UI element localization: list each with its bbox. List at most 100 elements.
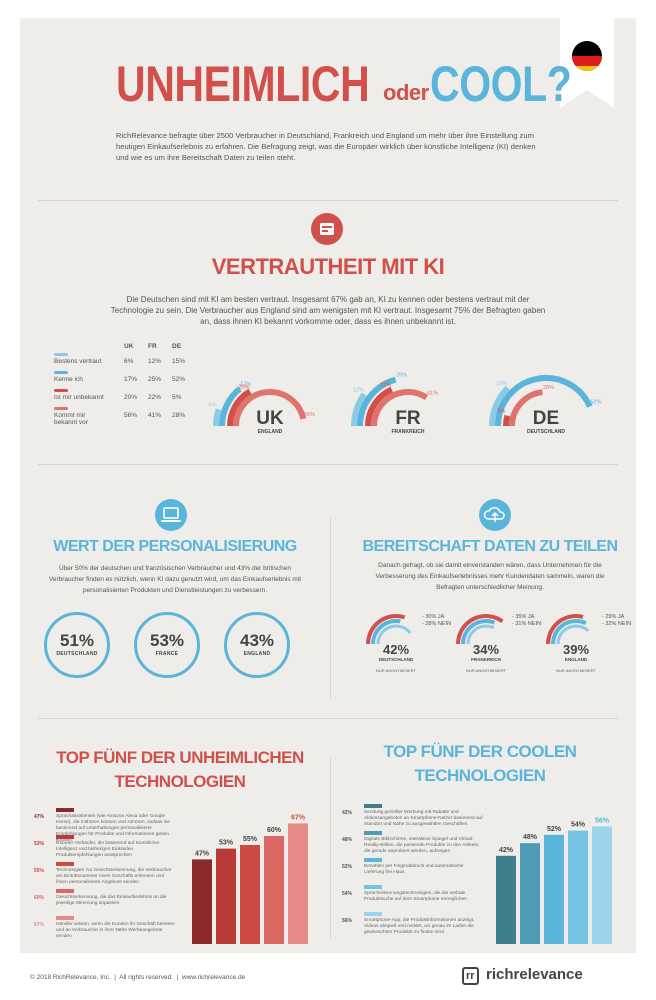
gauge-label: 52% bbox=[590, 399, 601, 405]
gauge-arc bbox=[489, 385, 511, 427]
legend-value: 28% bbox=[172, 412, 186, 419]
gauge-label: 20% bbox=[238, 384, 249, 390]
cool-title-line-1: TOP FÜNF DER COOLEN bbox=[383, 742, 577, 761]
share-gauge: - 29% JA- 32% NEIN 39%ENGLAND NUR ANONYMIS… bbox=[546, 614, 631, 673]
cool-title: TOP FÜNF DER COOLEN TECHNOLOGIEN bbox=[350, 740, 610, 788]
creepy-bar-chart: 47% 53% 55% 60% 67% bbox=[192, 814, 308, 944]
col-fr: FR bbox=[148, 343, 157, 350]
footer-separator: | bbox=[114, 974, 116, 981]
bar-label: 56% bbox=[595, 817, 610, 824]
share-country: ENGLAND bbox=[565, 657, 588, 662]
share-note: NUR ANONYMISIERT bbox=[376, 668, 416, 673]
share-gauge: - 30% JA- 28% NEIN 42%DEUTSCHLAND NUR ANON… bbox=[366, 614, 451, 673]
share-value: 39% bbox=[563, 642, 589, 657]
bar bbox=[496, 855, 516, 944]
creepy-list: 47% Sprachassistenten (wie Amazon Alexa o… bbox=[34, 808, 184, 948]
list-pct: 52% bbox=[342, 864, 353, 870]
bar bbox=[216, 848, 236, 944]
gauge-arc bbox=[219, 386, 242, 427]
list-item: Sendung gezielter Werbung mit Rabatte un… bbox=[364, 810, 483, 827]
intro-text: RichRelevance befragte über 2500 Verbrau… bbox=[116, 131, 536, 162]
footer-rights: All rights reserved. bbox=[119, 974, 174, 981]
arc-value bbox=[466, 624, 495, 645]
share-country: DEUTSCHLAND bbox=[379, 657, 414, 662]
circle-label: ENGLAND bbox=[243, 651, 271, 657]
arc-nein bbox=[461, 619, 496, 645]
list-pct: 48% bbox=[342, 837, 353, 843]
bar bbox=[520, 843, 540, 944]
logo-mark: rr bbox=[462, 967, 479, 985]
ai-head-icon bbox=[311, 213, 343, 245]
legend-label: Ist mir unbekannt bbox=[54, 394, 104, 401]
bar bbox=[264, 836, 284, 944]
divider-vertical bbox=[330, 758, 331, 938]
legend-swatch bbox=[54, 407, 68, 410]
legend-value: 20% bbox=[124, 394, 138, 401]
share-nein: - 28% NEIN bbox=[422, 621, 451, 627]
cool-list: 42% Sendung gezielter Werbung mit Rabatte… bbox=[342, 804, 492, 944]
circle-uk: 43% ENGLAND bbox=[224, 612, 290, 678]
legend-value: 12% bbox=[148, 358, 162, 365]
gauge-label: 25% bbox=[396, 373, 407, 379]
arc-ja bbox=[546, 614, 584, 645]
share-note: NUR ANONYMISIERT bbox=[556, 668, 596, 673]
legend-value: 22% bbox=[148, 394, 162, 401]
legend-value: 41% bbox=[148, 412, 162, 419]
bar-label: 42% bbox=[499, 847, 514, 854]
circle-value: 51% bbox=[59, 631, 95, 650]
circle-de: 51% DEUTSCHLAND bbox=[44, 612, 110, 678]
divider bbox=[38, 200, 618, 201]
list-pct: 60% bbox=[34, 895, 45, 901]
list-item: Technologien zur Gesichtserkennung, die … bbox=[56, 868, 172, 885]
creepy-title-line-1: TOP FÜNF DER UNHEIMLICHEN bbox=[56, 748, 304, 767]
bar-label: 48% bbox=[523, 834, 538, 841]
legend-value: 25% bbox=[148, 376, 162, 383]
gauge-country-code: DE bbox=[533, 408, 559, 429]
list-pct: 47% bbox=[34, 814, 45, 820]
list-item: Roboter-Verkäufer, die basierend auf Kün… bbox=[56, 841, 160, 858]
circle-value: 53% bbox=[149, 631, 185, 650]
list-swatch bbox=[364, 912, 382, 916]
gauge-arc bbox=[509, 389, 543, 427]
cool-bar-chart: 42% 48% 52% 54% 56% bbox=[496, 817, 612, 944]
bar-label: 53% bbox=[219, 840, 234, 847]
col-de: DE bbox=[172, 343, 182, 350]
footer-text: © 2018 RichRelevance, Inc. | All rights … bbox=[30, 974, 245, 981]
trust-legend: UK FR DE Bestens vertraut 6% 12% 15% Ken… bbox=[50, 343, 220, 443]
gauge-label: 17% bbox=[240, 382, 251, 388]
col-uk: UK bbox=[124, 343, 134, 350]
bar bbox=[592, 826, 612, 944]
title-oder: oder bbox=[383, 80, 429, 105]
gauge-label: 15% bbox=[496, 381, 507, 387]
list-swatch bbox=[364, 885, 382, 889]
footer-separator: | bbox=[176, 974, 179, 981]
bar-label: 52% bbox=[547, 826, 562, 833]
datashare-title: BEREITSCHAFT DATEN ZU TEILEN bbox=[362, 538, 618, 555]
bar bbox=[240, 845, 260, 944]
list-item: Digitale Bildschirme, interaktive Spiege… bbox=[364, 837, 480, 854]
list-item: Bezahlen per Fingerabdruck und automatis… bbox=[364, 864, 464, 875]
legend-value: 52% bbox=[172, 376, 186, 383]
gauge-label: 28% bbox=[543, 385, 554, 391]
gauge-label: 41% bbox=[427, 390, 438, 396]
footer-url[interactable]: www.richrelevance.de bbox=[182, 974, 246, 981]
share-nein: - 32% NEIN bbox=[602, 621, 631, 627]
list-swatch bbox=[56, 835, 74, 839]
personal-title: WERT DER PERSONALISIERUNG bbox=[53, 538, 297, 555]
list-pct: 56% bbox=[342, 918, 353, 924]
gauge-country-name: ENGLAND bbox=[258, 429, 283, 435]
arc-ja bbox=[456, 614, 504, 645]
trust-text: Die Deutschen sind mit KI am besten vert… bbox=[110, 295, 546, 326]
legend-value: 15% bbox=[172, 358, 186, 365]
share-ja: - 29% JA bbox=[602, 614, 625, 620]
bar bbox=[544, 834, 564, 944]
legend-value: 56% bbox=[124, 412, 138, 419]
divider bbox=[38, 464, 618, 465]
gauge-country-name: DEUTSCHLAND bbox=[527, 429, 565, 435]
list-pct: 54% bbox=[342, 891, 353, 897]
gauge-arc bbox=[503, 414, 511, 427]
list-swatch bbox=[56, 808, 74, 812]
footer-copyright: © 2018 RichRelevance, Inc. bbox=[30, 974, 111, 981]
list-pct: 55% bbox=[34, 868, 45, 874]
